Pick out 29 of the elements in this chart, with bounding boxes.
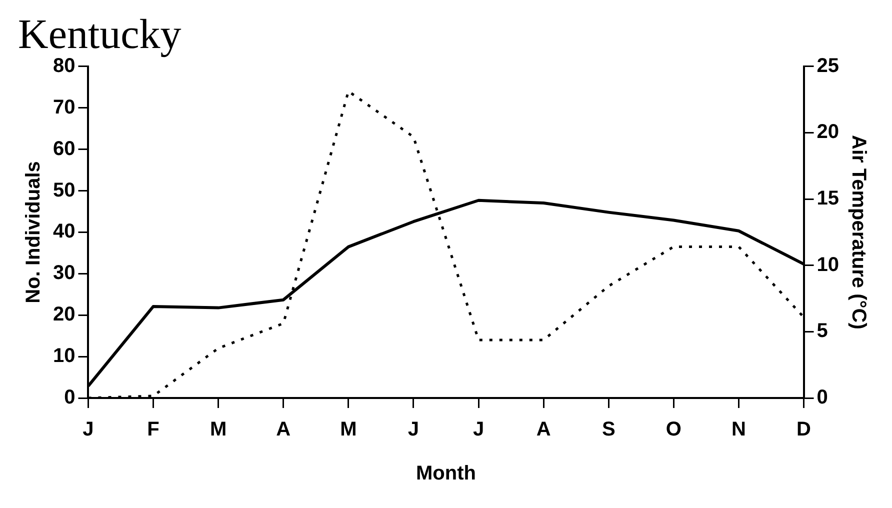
x-tick-label: S	[602, 418, 616, 441]
y-tick-label: 0	[64, 386, 76, 409]
y2-tick-label: 10	[816, 254, 840, 276]
x-tick-label: D	[796, 418, 811, 441]
y-tick-label: 40	[52, 220, 76, 243]
x-tick-label: F	[147, 418, 160, 441]
x-tick-label: A	[276, 418, 291, 441]
x-axis-title: Month	[416, 462, 476, 485]
x-tick-label: A	[536, 418, 551, 441]
y-tick-label: 50	[52, 179, 76, 202]
x-tick-label: J	[82, 418, 94, 441]
y-tick-label: 70	[52, 96, 76, 118]
x-tick-label: N	[731, 418, 746, 441]
y2-axis-title: Air Temperature (°C)	[847, 135, 870, 330]
y2-tick-label: 15	[816, 188, 840, 210]
y-axis-title: No. Individuals	[22, 161, 45, 304]
y2-tick-label: 25	[816, 54, 840, 77]
x-tick-label: M	[340, 418, 357, 441]
y2-tick-label: 0	[816, 386, 828, 409]
y-tick-label: 20	[52, 304, 76, 326]
y-tick-label: 10	[52, 345, 76, 368]
y2-tick-label: 5	[816, 320, 828, 342]
x-tick-label: O	[666, 418, 682, 441]
x-tick-label: J	[472, 418, 484, 441]
x-tick-label: J	[408, 418, 420, 441]
y-tick-label: 30	[52, 262, 76, 284]
x-tick-label: M	[210, 418, 227, 441]
y2-tick-label: 20	[816, 121, 840, 144]
y-tick-label: 60	[52, 138, 76, 160]
